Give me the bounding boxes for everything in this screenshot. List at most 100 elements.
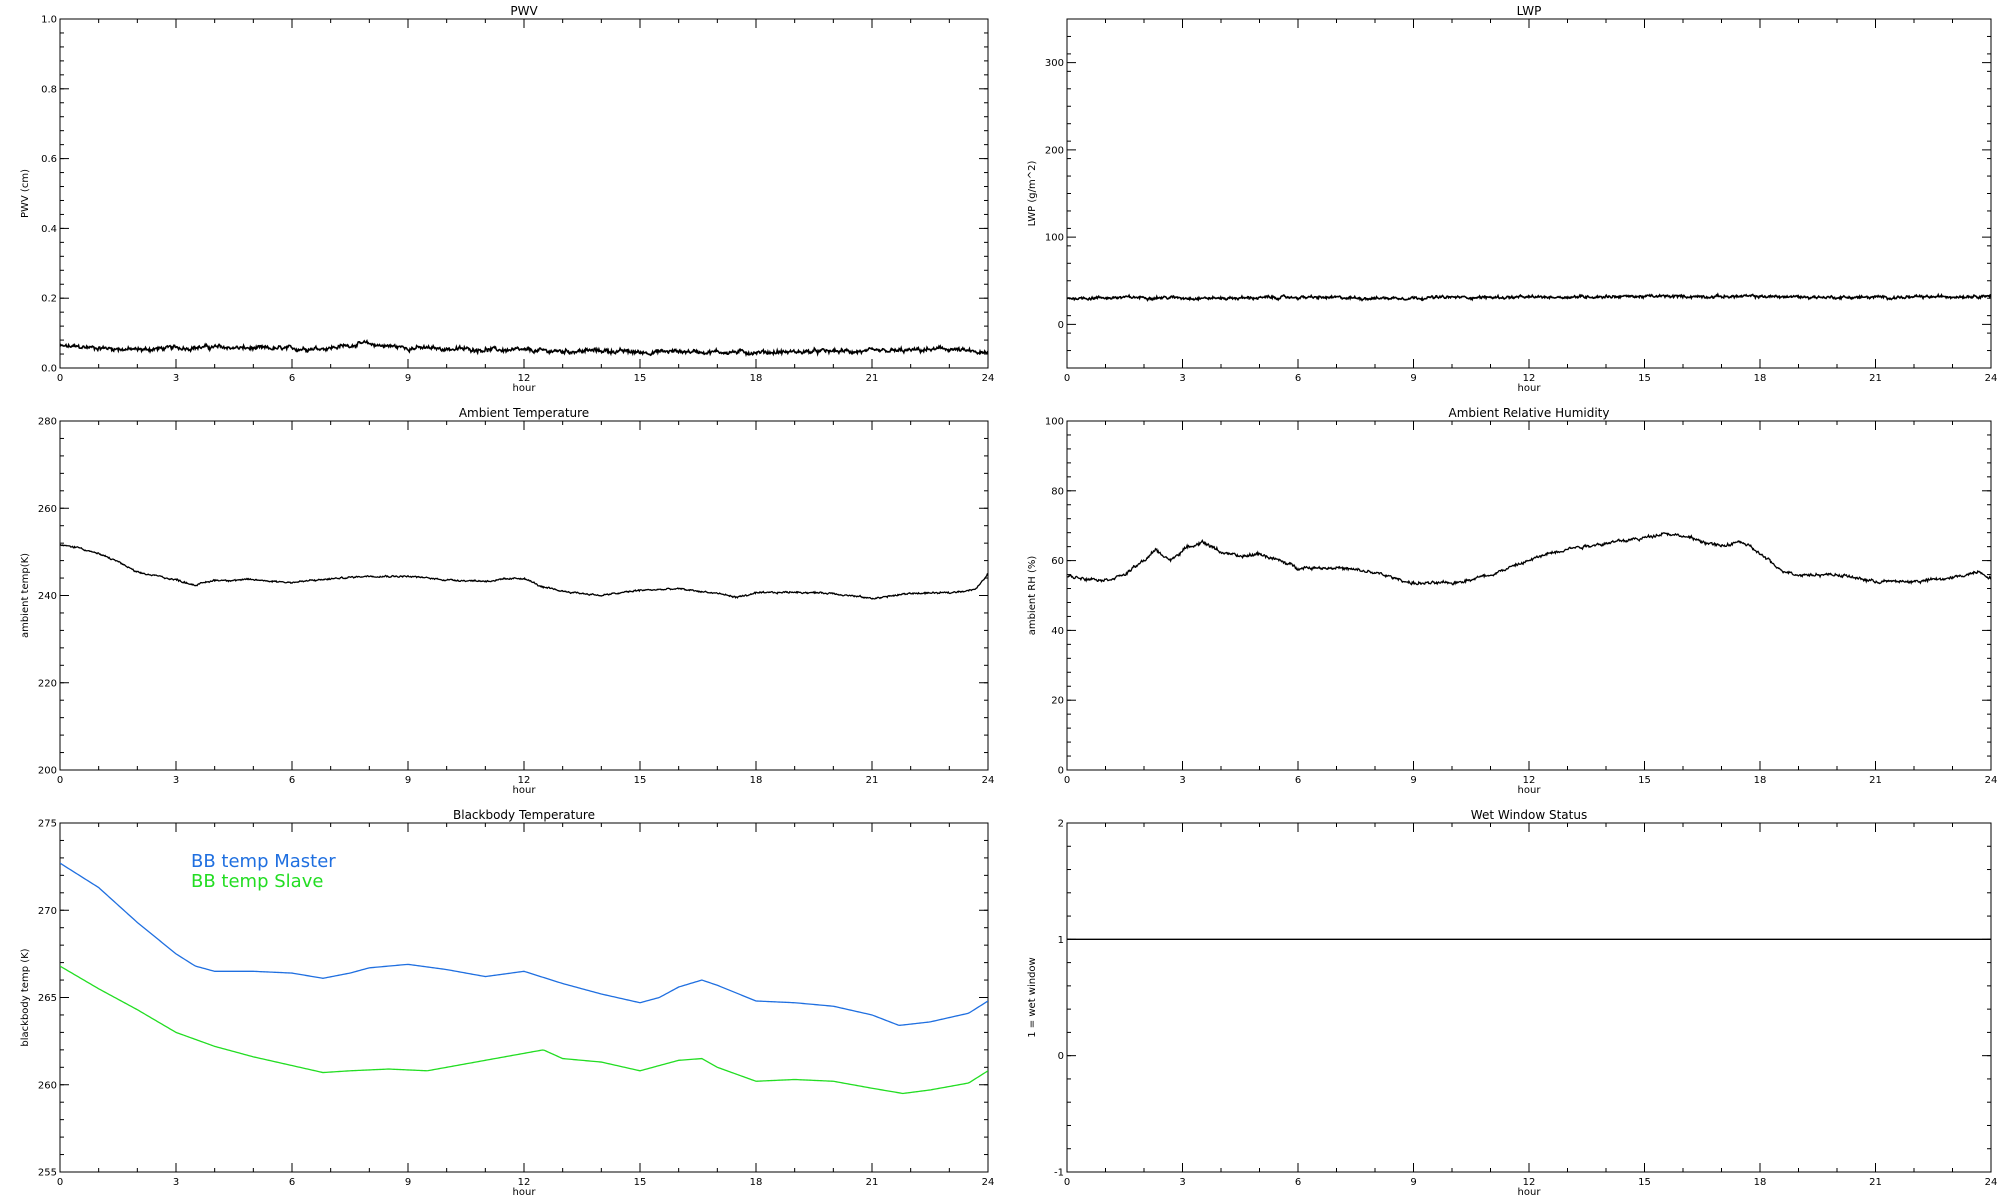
x-tick-label: 15 bbox=[1638, 1177, 1651, 1188]
x-tick-label: 6 bbox=[1295, 373, 1301, 384]
x-tick-label: 9 bbox=[1410, 373, 1416, 384]
chart-title: Ambient Relative Humidity bbox=[1449, 406, 1610, 420]
x-tick-label: 21 bbox=[1869, 775, 1882, 786]
x-tick-label: 9 bbox=[1410, 775, 1416, 786]
series-line-1 bbox=[60, 544, 988, 600]
chart-panel-1: PWV 0 3 6 9 12 15 18 21 24 hour 0.0 0.2 0.4 0.6 0.8 1.0 P… bbox=[20, 4, 994, 394]
x-tick-label: 15 bbox=[634, 373, 647, 384]
x-tick-label: 0 bbox=[57, 373, 63, 384]
x-tick-label: 21 bbox=[1869, 373, 1882, 384]
x-tick-label: 3 bbox=[1179, 1177, 1185, 1188]
x-tick-label: 9 bbox=[405, 1177, 411, 1188]
x-tick-label: 6 bbox=[1295, 775, 1301, 786]
x-tick-label: 6 bbox=[289, 1177, 295, 1188]
x-tick-label: 12 bbox=[518, 1177, 531, 1188]
chart-panel-2: LWP 0 3 6 9 12 15 18 21 24 hour 0 100 200 300 LWP (g/m^… bbox=[1027, 4, 1997, 394]
y-tick-label: 260 bbox=[38, 1080, 57, 1091]
x-tick-label: 9 bbox=[405, 775, 411, 786]
x-tick-label: 21 bbox=[866, 373, 879, 384]
y-tick-label: 0.0 bbox=[41, 364, 57, 375]
x-tick-label: 3 bbox=[173, 373, 179, 384]
x-tick-label: 15 bbox=[1638, 775, 1651, 786]
y-tick-label: 80 bbox=[1051, 486, 1064, 497]
chart-panel-4: Ambient Relative Humidity 0 3 6 9 12 15 18 21 24 h… bbox=[1027, 406, 1997, 796]
x-tick-label: 24 bbox=[982, 775, 995, 786]
series-line-1 bbox=[60, 862, 988, 1026]
x-axis-label: hour bbox=[513, 383, 537, 394]
y-axis-label: LWP (g/m^2) bbox=[1027, 161, 1038, 227]
x-tick-label: 12 bbox=[1523, 775, 1536, 786]
y-tick-label: 255 bbox=[38, 1168, 57, 1179]
x-tick-label: 15 bbox=[634, 1177, 647, 1188]
plot-frame bbox=[1066, 420, 1992, 771]
x-tick-label: 18 bbox=[750, 775, 763, 786]
y-axis-label: PWV (cm) bbox=[20, 169, 31, 218]
y-tick-label: 2 bbox=[1058, 819, 1064, 830]
y-tick-label: 260 bbox=[38, 504, 57, 515]
y-tick-label: 270 bbox=[38, 906, 57, 917]
x-axis-label: hour bbox=[1518, 383, 1542, 394]
chart-title: Blackbody Temperature bbox=[453, 808, 595, 822]
series-line-1 bbox=[1067, 532, 1991, 586]
y-axis-label: blackbody temp (K) bbox=[20, 948, 31, 1046]
y-tick-label: 220 bbox=[38, 678, 57, 689]
x-tick-label: 18 bbox=[1754, 1177, 1767, 1188]
series-line-2 bbox=[60, 965, 988, 1095]
x-tick-label: 6 bbox=[289, 775, 295, 786]
y-tick-label: 100 bbox=[1045, 233, 1064, 244]
x-tick-label: 12 bbox=[518, 775, 531, 786]
y-tick-label: 0.2 bbox=[41, 294, 57, 305]
x-tick-label: 18 bbox=[1754, 775, 1767, 786]
y-tick-label: 1 bbox=[1058, 935, 1064, 946]
y-tick-label: 240 bbox=[38, 591, 57, 602]
chart-panel-5: Blackbody Temperature 0 3 6 9 12 15 18 21 24 hour 2… bbox=[20, 808, 994, 1198]
y-tick-label: 0 bbox=[1058, 1051, 1064, 1062]
chart-title: Wet Window Status bbox=[1471, 808, 1587, 822]
y-tick-label: 0.6 bbox=[41, 154, 57, 165]
x-axis-label: hour bbox=[513, 785, 537, 796]
y-axis-label: ambient RH (%) bbox=[1027, 556, 1038, 636]
x-tick-label: 0 bbox=[1064, 1177, 1070, 1188]
series-line-1 bbox=[1067, 292, 1991, 302]
y-tick-label: 0 bbox=[1058, 320, 1064, 331]
y-axis-label: ambient temp(K) bbox=[20, 553, 31, 638]
x-tick-label: 0 bbox=[57, 1177, 63, 1188]
x-tick-label: 12 bbox=[1523, 1177, 1536, 1188]
x-tick-label: 9 bbox=[1410, 1177, 1416, 1188]
x-tick-label: 21 bbox=[866, 775, 879, 786]
x-tick-label: 18 bbox=[750, 1177, 763, 1188]
x-tick-label: 12 bbox=[518, 373, 531, 384]
x-tick-label: 24 bbox=[982, 1177, 995, 1188]
plot-frame bbox=[59, 18, 989, 369]
y-tick-label: 40 bbox=[1051, 626, 1064, 637]
x-tick-label: 24 bbox=[1985, 1177, 1998, 1188]
x-tick-label: 15 bbox=[1638, 373, 1651, 384]
x-tick-label: 24 bbox=[982, 373, 995, 384]
chart-title: Ambient Temperature bbox=[459, 406, 589, 420]
x-tick-label: 21 bbox=[866, 1177, 879, 1188]
y-tick-label: 200 bbox=[1045, 145, 1064, 156]
x-tick-label: 3 bbox=[1179, 775, 1185, 786]
x-tick-label: 15 bbox=[634, 775, 647, 786]
series-line-1 bbox=[60, 339, 988, 357]
chart-panel-3: Ambient Temperature 0 3 6 9 12 15 18 21 24 hour 200… bbox=[20, 406, 994, 796]
y-tick-label: 280 bbox=[38, 417, 57, 428]
y-tick-label: -1 bbox=[1054, 1168, 1064, 1179]
x-tick-label: 3 bbox=[1179, 373, 1185, 384]
plot-frame bbox=[1066, 822, 1992, 1173]
x-axis-label: hour bbox=[1518, 1187, 1542, 1198]
x-tick-label: 3 bbox=[173, 775, 179, 786]
x-tick-label: 3 bbox=[173, 1177, 179, 1188]
y-tick-label: 0 bbox=[1058, 766, 1064, 777]
y-axis-label: 1 = wet window bbox=[1027, 957, 1038, 1037]
y-tick-label: 275 bbox=[38, 819, 57, 830]
plot-frame bbox=[1066, 18, 1992, 369]
x-tick-label: 0 bbox=[57, 775, 63, 786]
x-axis-label: hour bbox=[1518, 785, 1542, 796]
x-tick-label: 24 bbox=[1985, 373, 1998, 384]
y-tick-label: 60 bbox=[1051, 556, 1064, 567]
y-tick-label: 300 bbox=[1045, 58, 1064, 69]
x-tick-label: 18 bbox=[1754, 373, 1767, 384]
